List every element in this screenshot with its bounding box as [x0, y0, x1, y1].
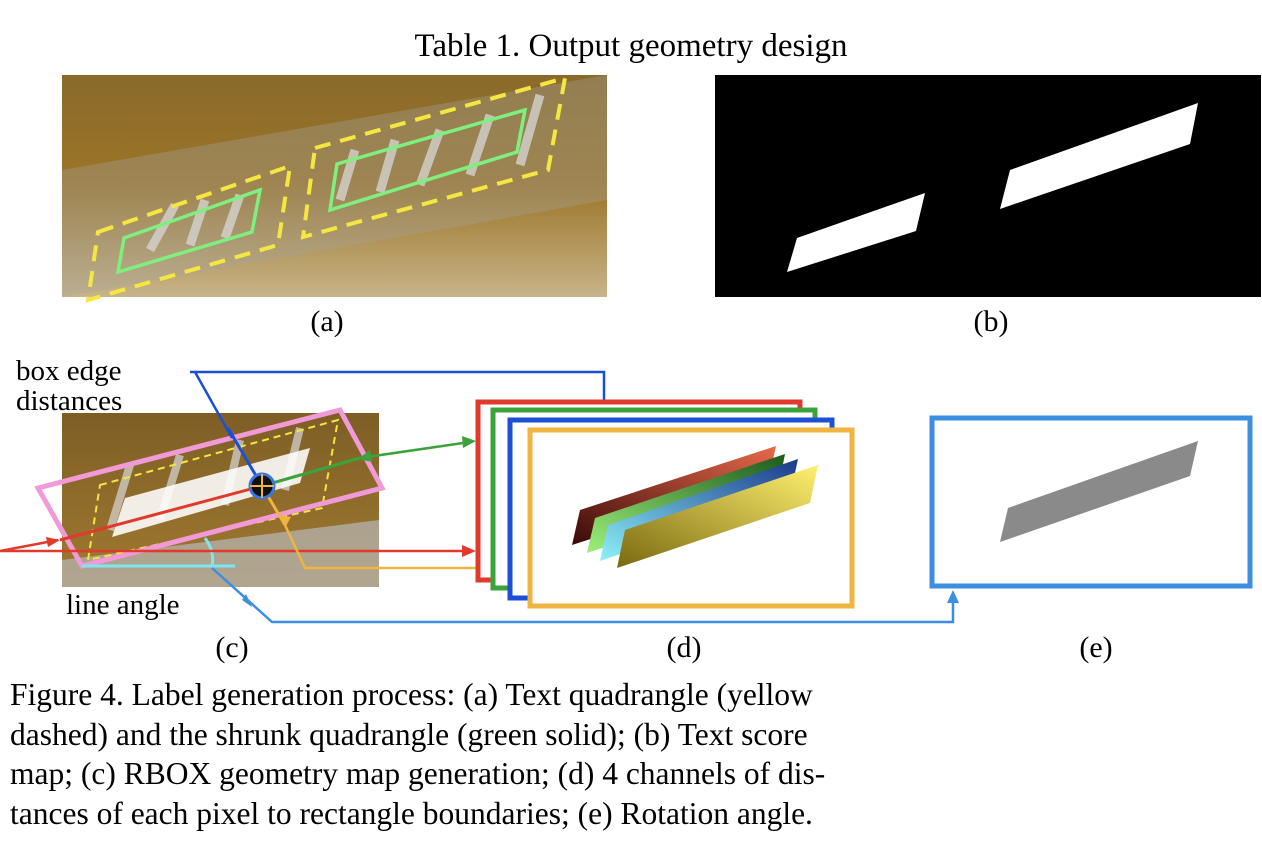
line-angle-label: line angle — [66, 589, 180, 621]
panel-c-label: (c) — [215, 631, 249, 664]
caption-line-1: Figure 4. Label generation process: (a) … — [10, 677, 813, 712]
panel-a-label: (a) — [310, 305, 344, 338]
panel-d-channels — [475, 399, 855, 609]
figure-caption: Figure 4. Label generation process: (a) … — [10, 675, 1260, 833]
box-edge-line2: distances — [16, 385, 123, 417]
box-edge-line1: box edge — [16, 355, 122, 387]
panel-d-label: (d) — [666, 631, 702, 664]
yellow-dashed-quad-1 — [85, 163, 293, 303]
green-shrunk-quad-1 — [115, 187, 263, 275]
panel-a-image — [62, 75, 607, 303]
panel-b-label: (b) — [973, 305, 1009, 338]
pink-rotated-box — [34, 407, 386, 569]
panel-e-rotation — [929, 415, 1253, 589]
table-title: Table 1. Output geometry design — [414, 28, 848, 64]
panel-b-score-map — [715, 75, 1261, 297]
caption-line-4: tances of each pixel to rectangle bounda… — [10, 795, 813, 831]
yellow-dashed-quad-c — [86, 418, 340, 562]
text-region-white — [112, 448, 310, 537]
yellow-dashed-quad-2 — [300, 75, 568, 240]
connector-arrows — [0, 370, 959, 624]
caption-line-2: dashed) and the shrunk quadrangle (green… — [10, 716, 808, 752]
panel-c-rbox — [34, 407, 386, 587]
panel-e-label: (e) — [1079, 631, 1113, 664]
caption-line-3: map; (c) RBOX geometry map generation; (… — [10, 756, 826, 791]
green-shrunk-quad-2 — [327, 107, 528, 213]
box-edge-label: box edge distances — [16, 356, 122, 416]
